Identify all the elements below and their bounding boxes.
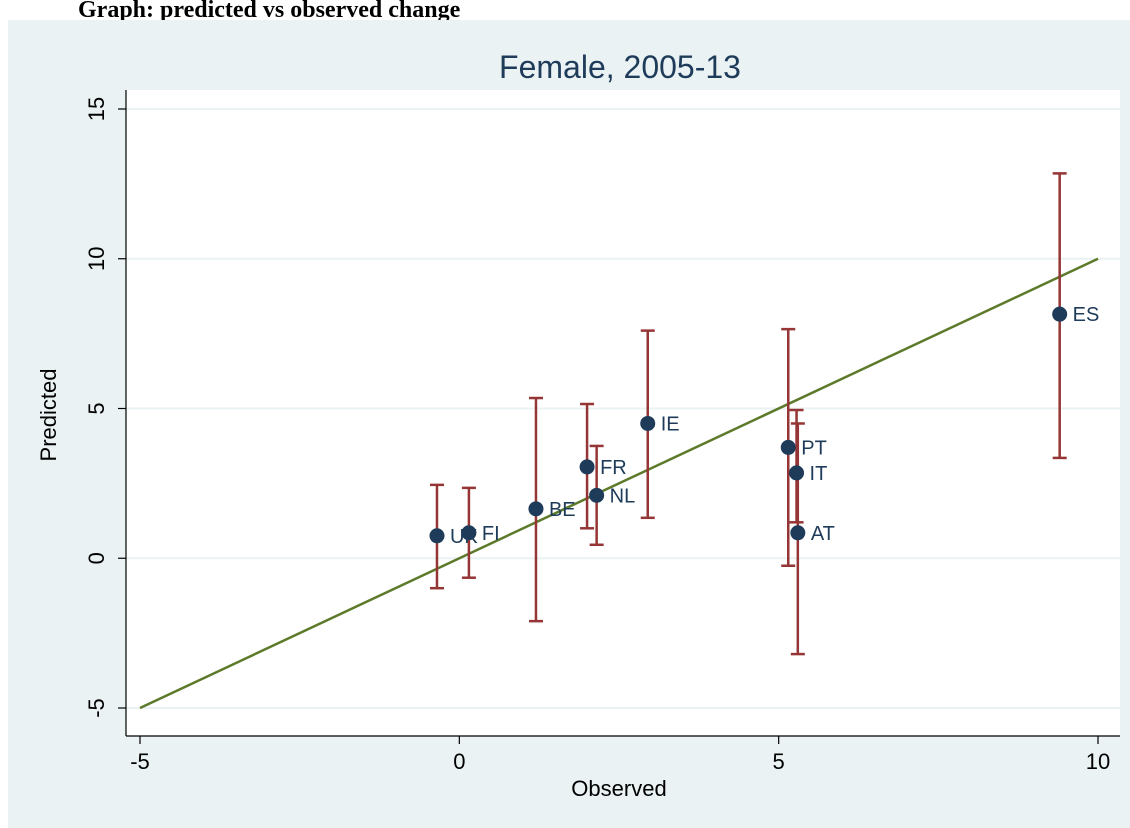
data-point-label: ES	[1073, 304, 1100, 326]
data-points: UKFIBEFRNLIEPTITATES	[429, 304, 1099, 548]
x-tick-label: -5	[130, 749, 150, 774]
data-point-label: NL	[610, 485, 636, 507]
x-tick-label: 10	[1086, 749, 1110, 774]
data-point-label: FR	[600, 457, 627, 479]
y-tick-label: 5	[84, 402, 109, 414]
y-tick-label: 0	[84, 552, 109, 564]
data-point-label: IE	[661, 413, 680, 435]
axes: -5 0 5 10 -5 0 5 10 15	[84, 90, 1120, 774]
data-point-marker	[1052, 306, 1068, 322]
x-axis-label: Observed	[571, 776, 666, 801]
data-point-marker	[780, 439, 796, 455]
data-point-marker	[789, 465, 805, 481]
data-point-marker	[589, 487, 605, 503]
x-tick-label: 0	[453, 749, 465, 774]
reference-line	[139, 257, 1099, 710]
y-tick-label: 10	[84, 247, 109, 271]
y-tick-label: -5	[84, 698, 109, 718]
data-point-marker	[579, 459, 595, 475]
chart-title: Female, 2005-13	[499, 49, 741, 85]
data-point-marker	[528, 501, 544, 517]
data-point-marker	[640, 415, 656, 431]
data-point-marker	[790, 525, 806, 541]
y-axis-label: Predicted	[36, 369, 61, 462]
x-tick-label: 5	[773, 749, 785, 774]
grid-lines	[126, 108, 1120, 709]
plot-area	[126, 90, 1120, 736]
data-point-label: PT	[801, 437, 827, 459]
data-point-label: AT	[811, 523, 835, 545]
page-heading: Graph: predicted vs observed change	[78, 0, 461, 20]
data-point-marker	[429, 528, 445, 544]
y-tick-label: 15	[84, 97, 109, 121]
data-point-marker	[461, 525, 477, 541]
data-point-label: IT	[810, 463, 828, 485]
data-point-label: FI	[482, 523, 500, 545]
reference-line-layer	[139, 257, 1099, 710]
data-point-label: BE	[549, 499, 576, 521]
